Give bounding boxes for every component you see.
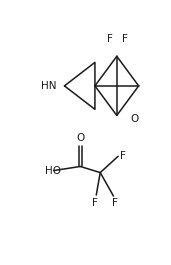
Text: F: F bbox=[122, 34, 128, 44]
Text: O: O bbox=[131, 113, 139, 123]
Text: O: O bbox=[76, 133, 84, 143]
Text: F: F bbox=[92, 198, 98, 208]
Text: HN: HN bbox=[41, 81, 57, 91]
Text: F: F bbox=[120, 151, 126, 161]
Text: F: F bbox=[112, 198, 118, 208]
Text: F: F bbox=[107, 34, 113, 44]
Text: HO: HO bbox=[44, 166, 61, 175]
